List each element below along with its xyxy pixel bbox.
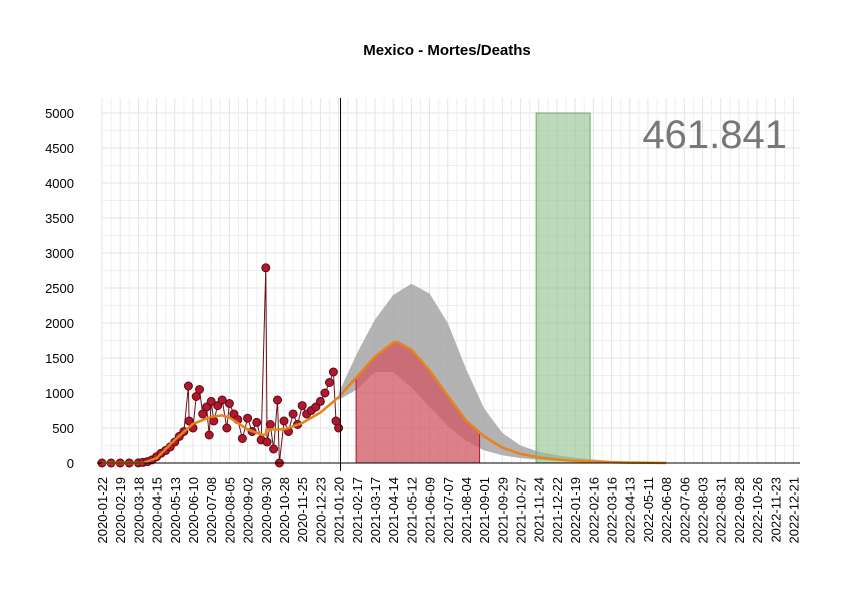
x-tick-label: 2021-10-27 — [514, 477, 529, 544]
x-tick-label: 2022-02-16 — [586, 477, 601, 544]
x-tick-label: 2020-09-30 — [259, 477, 274, 544]
observed-point — [325, 378, 334, 387]
observed-point — [252, 417, 262, 427]
observed-point — [269, 444, 279, 454]
x-tick-label: 2022-03-16 — [605, 477, 620, 544]
x-tick-label: 2021-09-01 — [477, 477, 492, 544]
observed-point — [217, 395, 227, 405]
x-tick-label: 2022-07-06 — [677, 477, 692, 544]
x-tick-label: 2022-12-21 — [787, 477, 802, 544]
x-tick-label: 2020-06-10 — [186, 477, 201, 544]
x-tick-label: 2021-12-22 — [550, 477, 565, 544]
x-tick-label: 2021-08-04 — [459, 477, 474, 544]
y-tick-label: 3500 — [45, 211, 74, 226]
observed-point — [320, 388, 330, 398]
observed-point — [184, 416, 194, 426]
y-tick-label: 4000 — [45, 176, 74, 191]
y-tick-label: 2500 — [45, 281, 74, 296]
observed-point — [265, 420, 275, 429]
prediction-band — [338, 283, 667, 463]
observed-point — [206, 396, 216, 406]
x-tick-label: 2022-01-19 — [568, 477, 583, 544]
observed-point — [334, 423, 344, 433]
x-tick-label: 2021-06-09 — [423, 477, 438, 544]
green-band — [535, 112, 591, 464]
x-tick-label: 2021-03-17 — [368, 477, 383, 544]
observed-point — [262, 437, 272, 447]
observed-point — [279, 416, 289, 426]
x-tick-label: 2022-11-23 — [768, 477, 783, 543]
trend-line — [102, 340, 667, 465]
x-tick-label: 2022-06-08 — [659, 477, 674, 544]
observed-point — [328, 367, 338, 377]
trend-series — [102, 340, 667, 465]
x-tick-label: 2021-04-14 — [386, 477, 401, 544]
y-tick-label: 3000 — [45, 246, 74, 261]
x-tick-label: 2020-03-18 — [131, 477, 146, 544]
x-tick-label: 2022-05-11 — [641, 477, 656, 543]
observed-point — [198, 409, 208, 419]
y-tick-label: 1000 — [45, 386, 74, 401]
x-tick-label: 2020-08-05 — [222, 477, 237, 544]
x-tick-label: 2021-07-07 — [441, 477, 456, 544]
observed-point — [222, 423, 232, 433]
y-tick-label: 0 — [67, 456, 74, 471]
x-tick-label: 2020-10-28 — [277, 477, 292, 544]
observed-point — [297, 401, 307, 411]
x-tick-label: 2021-05-12 — [404, 477, 419, 544]
green-band-rect — [535, 112, 591, 464]
chart-title: Mexico - Mortes/Deaths — [363, 42, 531, 59]
x-tick-label: 2020-12-23 — [313, 477, 328, 544]
x-tick-label: 2022-10-26 — [750, 477, 765, 544]
y-tick-label: 1500 — [45, 351, 74, 366]
x-tick-label: 2020-01-22 — [95, 477, 110, 544]
total-deaths-annotation: 461.841 — [642, 113, 787, 157]
x-tick-label: 2021-02-17 — [350, 477, 365, 544]
x-tick-label: 2020-04-15 — [150, 477, 165, 544]
x-tick-label: 2022-04-13 — [623, 477, 638, 544]
x-tick-label: 2020-02-19 — [113, 477, 128, 544]
x-tick-label: 2022-08-03 — [696, 477, 711, 544]
observed-point — [315, 396, 325, 406]
observed-point — [273, 395, 282, 405]
y-tick-label: 5000 — [45, 106, 74, 121]
x-tick-label: 2022-08-31 — [714, 477, 729, 544]
observed-point — [224, 399, 234, 408]
prediction-band-area — [338, 283, 667, 463]
observed-point — [183, 381, 193, 391]
y-tick-label: 500 — [52, 421, 74, 436]
x-tick-label: 2020-07-08 — [204, 477, 219, 544]
observed-point — [195, 385, 204, 394]
observed-point — [243, 413, 253, 423]
observed-point — [288, 409, 298, 419]
x-tick-label: 2022-09-28 — [732, 477, 747, 544]
x-tick-label: 2020-09-02 — [241, 477, 256, 544]
observed-point — [261, 263, 271, 273]
observed-point — [204, 430, 214, 440]
x-tick-label: 2021-01-20 — [332, 477, 347, 544]
x-tick-label: 2020-11-25 — [295, 477, 310, 543]
observed-point — [237, 434, 247, 443]
x-axis-ticks: 2020-01-22 2020-02-19 2020-03-18 2020-04-15… — [95, 477, 802, 544]
x-tick-label: 2021-11-24 — [532, 477, 547, 543]
y-tick-label: 2000 — [45, 316, 74, 331]
x-tick-label: 2021-09-29 — [495, 477, 510, 544]
y-axis-ticks: 0 500 1000 1500 2000 2500 3000 3500 4000 4500 5000 — [45, 106, 74, 471]
x-tick-label: 2020-05-13 — [168, 477, 183, 544]
y-tick-label: 4500 — [45, 141, 74, 156]
